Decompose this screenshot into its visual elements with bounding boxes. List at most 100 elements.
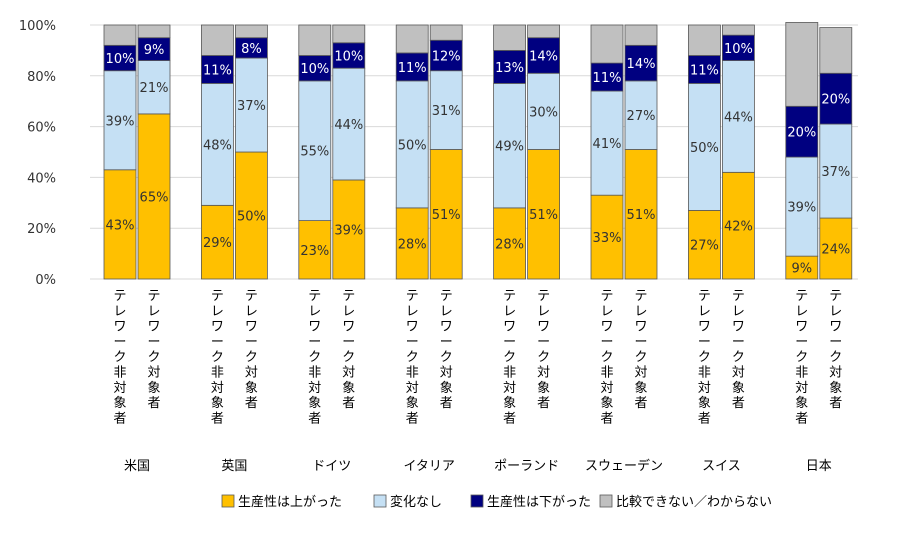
bar-segment (234, 57, 268, 153)
data-label: 12% (432, 49, 461, 64)
data-label: 11% (203, 63, 232, 78)
bar-category-label-char: 非 (211, 366, 224, 381)
bar-category-label-char: 対 (342, 366, 355, 381)
legend-swatch (373, 494, 387, 508)
bar-category-label-char: テ (795, 289, 808, 304)
bar-category-label-char: 対 (698, 381, 711, 396)
bar-segment (819, 123, 853, 219)
bar-category-label-char: レ (308, 304, 321, 319)
bar-category-label-char: 対 (113, 381, 126, 396)
data-label: 39% (334, 223, 363, 238)
data-label: 43% (106, 218, 135, 233)
bar-category-label-char: 者 (113, 411, 126, 426)
bar-segment (590, 24, 624, 64)
bar-category-label-char: テ (245, 289, 258, 304)
bar-category-label-char: 対 (829, 366, 842, 381)
bar-category-label-char: 象 (113, 396, 126, 411)
bar-category-label-char: 者 (698, 411, 711, 426)
data-label: 50% (690, 141, 719, 156)
legend-label: 生産性は下がった (487, 494, 591, 510)
bar-category-label-char: テ (406, 289, 419, 304)
bar-category-label-char: レ (245, 304, 258, 319)
bar-category-label-char: 象 (503, 396, 516, 411)
bar-segment (722, 34, 755, 61)
bar-category-label-char: レ (634, 304, 647, 319)
bar-segment (137, 113, 171, 280)
bar-category-label-char: ク (698, 350, 711, 365)
data-label: 44% (724, 110, 753, 125)
data-label: 30% (529, 105, 558, 120)
bar-category-label-char: ク (440, 350, 453, 365)
bar-category-label-char: ワ (440, 320, 453, 335)
bar-category-label-char: ク (113, 350, 126, 365)
data-label: 41% (593, 137, 622, 152)
bar-category-labels: テレワーク非対象者テレワーク対象者テレワーク非対象者テレワーク対象者テレワーク非… (113, 289, 842, 426)
legend-swatch (221, 494, 235, 508)
country-label: 日本 (806, 459, 832, 474)
bar-category-label-char: ク (308, 350, 321, 365)
bar-segment (722, 24, 755, 36)
bar-category-label-char: 象 (342, 381, 355, 396)
bar-category-label-char: 者 (537, 396, 550, 411)
bar-category-label-char: レ (113, 304, 126, 319)
bar-category-label-char: 者 (503, 411, 516, 426)
bar-segment (590, 194, 624, 280)
bar-category-label-char: 対 (440, 366, 453, 381)
bar-segment (137, 24, 171, 39)
bar-category-label-char: 象 (406, 396, 419, 411)
bar-category-label-char: 象 (732, 381, 745, 396)
data-label: 8% (241, 42, 262, 57)
bar-category-label-char: ワ (342, 320, 355, 335)
bar-segment (429, 24, 463, 41)
bar-category-label-char: ー (732, 335, 745, 350)
bar-segment (429, 70, 463, 150)
bar-category-label-char: レ (440, 304, 453, 319)
country-label: 米国 (124, 459, 150, 474)
data-label: 44% (334, 118, 363, 133)
y-tick-label: 80% (27, 70, 56, 85)
bar-category-label-char: 対 (732, 366, 745, 381)
bar-segment (234, 24, 268, 39)
bar-category-label-char: ー (829, 335, 842, 350)
bar-category-label-char: レ (147, 304, 160, 319)
bar-category-label-char: レ (503, 304, 516, 319)
bar-segment (332, 179, 366, 280)
bar-category-label-char: ク (342, 350, 355, 365)
bar-category-label-char: 象 (147, 381, 160, 396)
data-label: 10% (106, 52, 135, 67)
bar-category-label-char: テ (600, 289, 613, 304)
bar-category-label-char: ー (308, 335, 321, 350)
data-label: 11% (690, 63, 719, 78)
bar-category-label-char: ワ (308, 320, 321, 335)
bar-category-label-char: ク (634, 350, 647, 365)
bar-category-label-char: 者 (634, 396, 647, 411)
bar-category-label-char: 非 (600, 366, 613, 381)
y-tick-label: 20% (27, 222, 56, 237)
bar-category-label-char: テ (634, 289, 647, 304)
data-label: 39% (106, 114, 135, 129)
bar-category-label-char: 対 (600, 381, 613, 396)
bar-category-label-char: ク (406, 350, 419, 365)
bar-category-label-char: ー (245, 335, 258, 350)
bar-segment (624, 44, 658, 82)
data-label: 51% (529, 208, 558, 223)
bar-category-label-char: ワ (732, 320, 745, 335)
bar-category-label-char: 者 (342, 396, 355, 411)
bar-category-label-char: ー (147, 335, 160, 350)
bar-category-label-char: 者 (245, 396, 258, 411)
bar-category-label-char: ー (600, 335, 613, 350)
bar-segment (298, 55, 332, 82)
bar-segment (688, 55, 721, 84)
data-label: 21% (140, 81, 169, 96)
bar-segment (527, 24, 560, 39)
bar-category-label-char: 象 (600, 396, 613, 411)
bar-segment (624, 80, 658, 150)
bar-category-label-char: ク (829, 350, 842, 365)
bar-category-label-char: ー (634, 335, 647, 350)
country-label: イタリア (403, 459, 454, 474)
bar-category-label-char: テ (440, 289, 453, 304)
bar-segment (429, 39, 463, 72)
country-label: スウェーデン (585, 458, 663, 474)
data-label: 24% (821, 243, 850, 258)
